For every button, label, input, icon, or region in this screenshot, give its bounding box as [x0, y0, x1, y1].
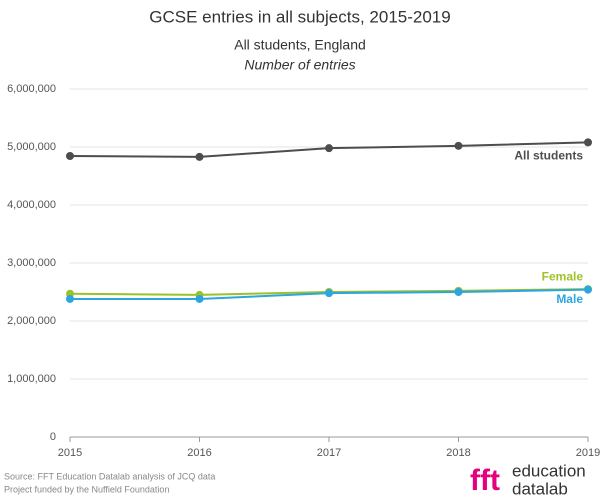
y-tick-label: 1,000,000: [7, 373, 56, 385]
y-axis-label: Number of entries: [244, 57, 355, 73]
source-note: Source: FFT Education Datalab analysis o…: [4, 471, 215, 481]
data-point: [454, 288, 463, 296]
y-tick-label: 0: [50, 431, 56, 443]
x-tick-label: 2016: [187, 447, 211, 459]
funding-note: Project funded by the Nuffield Foundatio…: [4, 484, 169, 494]
logo-text: datalab: [512, 479, 568, 498]
y-tick-label: 3,000,000: [7, 257, 56, 269]
data-point: [66, 151, 74, 160]
data-point: [325, 289, 333, 298]
data-point: [454, 141, 463, 150]
x-tick-label: 2019: [576, 447, 600, 459]
data-point: [584, 285, 592, 294]
x-tick-label: 2015: [58, 447, 82, 459]
series-label: All students: [514, 149, 583, 163]
x-tick-label: 2017: [317, 447, 341, 459]
y-tick-label: 5,000,000: [7, 141, 56, 153]
y-tick-label: 2,000,000: [7, 315, 56, 327]
data-point: [195, 294, 204, 303]
data-point: [195, 152, 204, 161]
logo-text: education: [512, 461, 586, 480]
data-point: [325, 144, 333, 153]
y-tick-label: 6,000,000: [7, 83, 56, 95]
series-label: Female: [542, 269, 584, 283]
logo-mark: fft: [470, 464, 500, 497]
chart-subtitle: All students, England: [234, 37, 366, 53]
y-tick-label: 4,000,000: [7, 199, 56, 211]
data-point: [584, 138, 592, 147]
x-tick-label: 2018: [446, 447, 470, 459]
data-point: [66, 294, 74, 303]
chart-title: GCSE entries in all subjects, 2015-2019: [149, 7, 450, 26]
series-label: Male: [556, 292, 583, 306]
